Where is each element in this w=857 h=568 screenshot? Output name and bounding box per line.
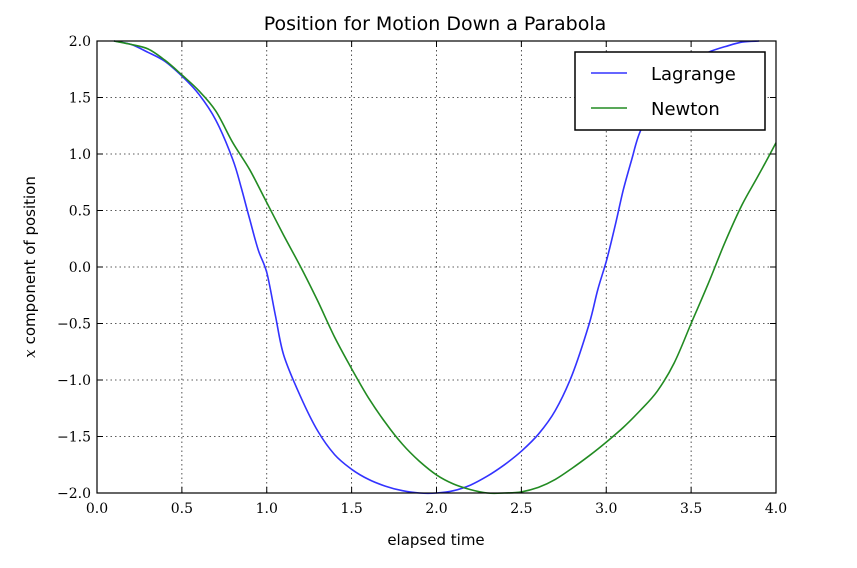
series-line-newton: [113, 40, 777, 495]
y-tick-label: 0.0: [69, 260, 91, 276]
legend-label-lagrange: Lagrange: [651, 64, 736, 85]
grid-lines: [97, 41, 776, 493]
y-axis-label-math: x: [21, 349, 39, 358]
legend-box: [574, 51, 766, 131]
x-tick-label: 1.5: [340, 501, 362, 517]
x-tick-label: 1.0: [256, 501, 278, 517]
y-tick-labels: 2.0 1.5 1.0 0.5 0.0 −0.5 −1.0 −1.5 −2.0: [57, 34, 91, 502]
x-tick-labels: 0.0 0.5 1.0 1.5 2.0 2.5 3.0 3.5 4.0: [86, 501, 787, 517]
y-tick-label: −0.5: [57, 317, 91, 333]
y-axis-label-text: component of position: [21, 176, 39, 344]
x-tick-label: 3.0: [595, 501, 617, 517]
x-tick-label: 3.5: [680, 501, 702, 517]
x-tick-label: 4.0: [765, 501, 787, 517]
y-tick-label: −1.5: [57, 430, 91, 446]
y-tick-label: 1.0: [69, 147, 91, 163]
x-tick-label: 0.0: [86, 501, 108, 517]
y-tick-label: 0.5: [69, 204, 91, 220]
x-tick-label: 2.0: [425, 501, 447, 517]
legend-label-newton: Newton: [651, 99, 720, 120]
chart-title: Position for Motion Down a Parabola: [264, 13, 607, 35]
axis-ticks: [96, 40, 777, 494]
y-tick-label: 2.0: [69, 34, 91, 50]
y-tick-label: 1.5: [69, 91, 91, 107]
x-tick-label: 2.5: [510, 501, 532, 517]
legend: Lagrange Newton: [574, 51, 766, 131]
x-axis-label: elapsed time: [387, 531, 484, 549]
y-axis-label: x component of position: [21, 176, 39, 358]
y-tick-label: −1.0: [57, 373, 91, 389]
y-tick-label: −2.0: [57, 486, 91, 502]
x-tick-label: 0.5: [171, 501, 193, 517]
